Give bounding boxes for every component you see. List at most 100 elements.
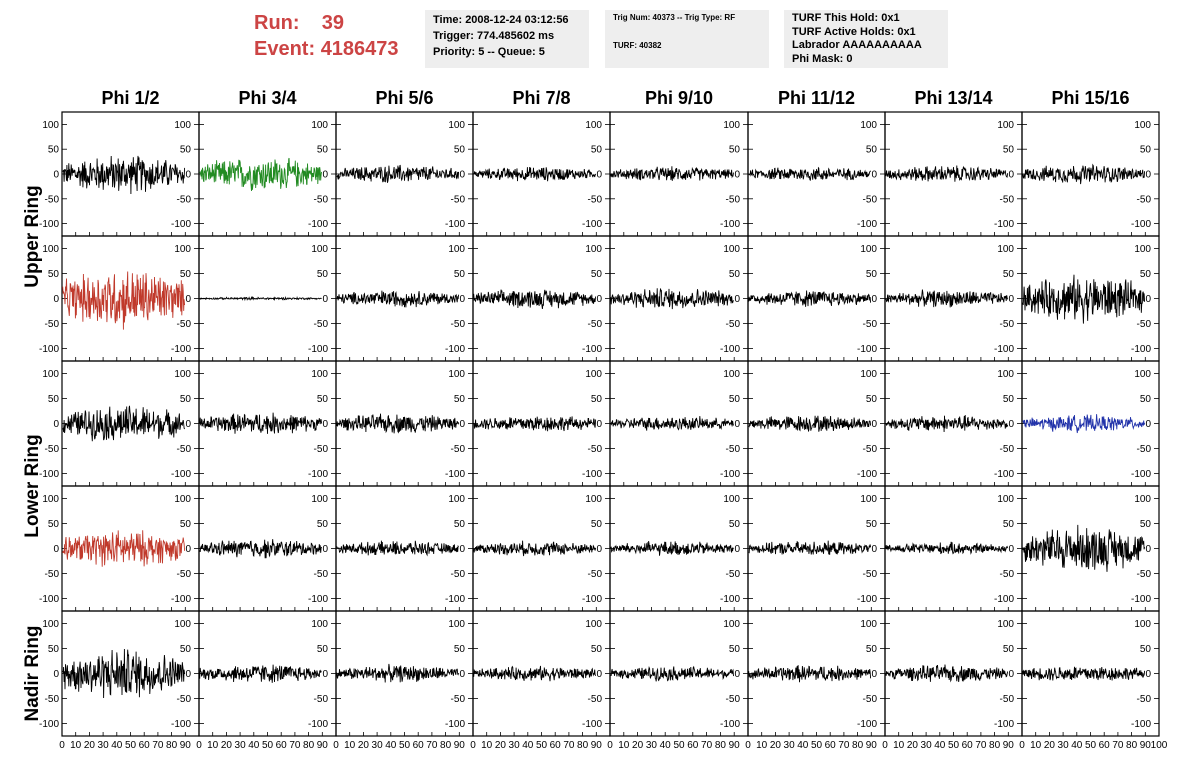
panel-r4-c5-ytick-label: 0 [734,544,740,555]
panel-r3-c5-trace [610,416,734,431]
panel-r4-c6-ytick-label: -50 [863,569,878,580]
panel-r5-c2-ytick-label: 0 [322,669,328,680]
panel-r2-c6-ytick-label: 100 [860,244,877,255]
column-title-3: Phi 5/6 [375,88,433,108]
panel-r5-c3-ytick-label: 100 [448,619,465,630]
trig-info-box: Trig Num: 40373 -- Trig Type: RF TURF: 4… [605,10,769,68]
panel-r4-c4-ytick-label: -100 [582,594,602,605]
panel-r2-c5-trace [610,288,734,310]
row-title-lower-ring: Lower Ring [22,434,43,537]
panel-r3-c1-ytick-label-left: 50 [48,394,60,405]
xtick-label-c1: 70 [152,740,164,751]
xtick-label-c1: 10 [70,740,82,751]
panel-r2-c7-ytick-label: -100 [994,344,1014,355]
panel-r3-c1-ytick-label-left: -100 [39,469,59,480]
panel-r1-c1-ytick-label: 100 [174,120,191,131]
panel-r5-c8-ytick-label: 100 [1134,619,1151,630]
panel-r4-c2-ytick-label: 100 [311,494,328,505]
xtick-label-c4: 40 [522,740,534,751]
panel-r2-c7-ytick-label: 100 [997,244,1014,255]
panel-r1-c7-ytick-label: 0 [1008,170,1014,181]
panel-r4-c3-ytick-label: -50 [451,569,466,580]
panel-r4-c7-ytick-label: -100 [994,594,1014,605]
panel-r5-c7-ytick-label: 100 [997,619,1014,630]
xtick-label-c2: 90 [317,740,329,751]
xtick-label-c5: 10 [618,740,630,751]
panel-r4-c7-ytick-label: 0 [1008,544,1014,555]
panel-r5-c1-ytick-label-left: 50 [48,644,60,655]
panel-r4-c1-ytick-label: 0 [185,544,191,555]
xtick-label-c4: 20 [495,740,507,751]
panel-r3-c1-ytick-label: 0 [185,419,191,430]
panel-r5-c5-ytick-label: 0 [734,669,740,680]
panel-r5-c2-trace [199,664,322,683]
xtick-label-c4: 90 [591,740,603,751]
xtick-label-c8: 40 [1071,740,1083,751]
panel-r3-c7-ytick-label: 100 [997,369,1014,380]
panel-r4-c1-ytick-label-left: 100 [42,494,59,505]
labrador-text: Labrador AAAAAAAAAA [792,39,922,51]
panel-r2-c1-ytick-label-left: -100 [39,344,59,355]
panel-r5-c6-ytick-label: 0 [871,669,877,680]
xtick-label-c8: 60 [1099,740,1111,751]
panel-r1-c6-ytick-label: 0 [871,170,877,181]
xtick-label-c2: 0 [196,740,202,751]
panel-r3-c8-ytick-label: 100 [1134,369,1151,380]
row-title-nadir-ring: Nadir Ring [22,625,43,721]
panel-r1-c2-ytick-label: 50 [317,145,329,156]
panel-r4-c2-ytick-label: -100 [308,594,328,605]
panel-r2-c1-ytick-label-left: 100 [42,244,59,255]
panel-r1-c8-ytick-label: 50 [1140,145,1152,156]
panel-r3-c2-ytick-label: -100 [308,469,328,480]
xtick-label-c5: 20 [632,740,644,751]
panel-r3-c5-ytick-label: -100 [720,469,740,480]
panel-r5-c4-ytick-label: 0 [596,669,602,680]
panel-r4-c1-ytick-label-left: 0 [53,544,59,555]
panel-r2-c1-ytick-label: -100 [171,344,191,355]
panel-r1-c1-ytick-label-left: 0 [53,170,59,181]
panel-r1-c7-ytick-label: 50 [1003,145,1015,156]
panel-r1-c5-ytick-label: -50 [726,194,741,205]
panel-r1-c3-trace [336,164,460,183]
panel-r2-c3-trace [336,290,460,308]
panel-r3-c1-ytick-label: -100 [171,469,191,480]
panel-r3-c3-ytick-label: 100 [448,369,465,380]
xtick-label-c3: 10 [344,740,356,751]
panel-r4-c6-ytick-label: 100 [860,494,877,505]
event-line: Event: 4186473 [254,36,399,62]
priority-text: Priority: 5 -- Queue: 5 [433,46,545,58]
panel-r5-c5-ytick-label: 50 [729,644,741,655]
panel-r2-c4-trace [473,289,597,310]
xtick-label-c2: 70 [289,740,301,751]
panel-r4-c1-ytick-label: -50 [177,569,192,580]
panel-r2-c7-ytick-label: 50 [1003,269,1015,280]
panel-r3-c8-ytick-label: 50 [1140,394,1152,405]
panel-r1-c1-trace [62,155,186,195]
panel-r4-c2-ytick-label: 0 [322,544,328,555]
panel-r3-c1-ytick-label: 100 [174,369,191,380]
panel-r3-c6-ytick-label: -50 [863,444,878,455]
xtick-label-c1: 80 [166,740,178,751]
panel-r2-c6-ytick-label: 50 [866,269,878,280]
panel-r2-c3-ytick-label: 100 [448,244,465,255]
panel-r1-c4-ytick-label: -100 [582,219,602,230]
panel-r3-c4-ytick-label: 50 [591,394,603,405]
panel-r3-c4-ytick-label: -100 [582,469,602,480]
xtick-label-c7: 40 [934,740,946,751]
xtick-label-c1: 40 [111,740,123,751]
panel-r5-c4-ytick-label: -50 [588,694,603,705]
panel-r4-c8-trace [1022,524,1146,572]
xtick-label-c3: 30 [372,740,384,751]
panel-r2-c8-ytick-label: -100 [1131,344,1151,355]
panel-r1-c3-ytick-label: -100 [445,219,465,230]
panel-r5-c7-ytick-label: 0 [1008,669,1014,680]
panel-r5-c5-ytick-label: 100 [723,619,740,630]
trig-num-text: Trig Num: 40373 -- Trig Type: RF [613,13,736,22]
run-event-header: Run: 39 Event: 4186473 [254,10,399,62]
xtick-label-c7: 20 [907,740,919,751]
panel-r3-c3-ytick-label: -50 [451,444,466,455]
xtick-label-c6: 40 [797,740,809,751]
panel-r5-c8-ytick-label: -50 [1137,694,1152,705]
xtick-label-c8: 10 [1030,740,1042,751]
panel-r1-c3-ytick-label: 50 [454,145,466,156]
